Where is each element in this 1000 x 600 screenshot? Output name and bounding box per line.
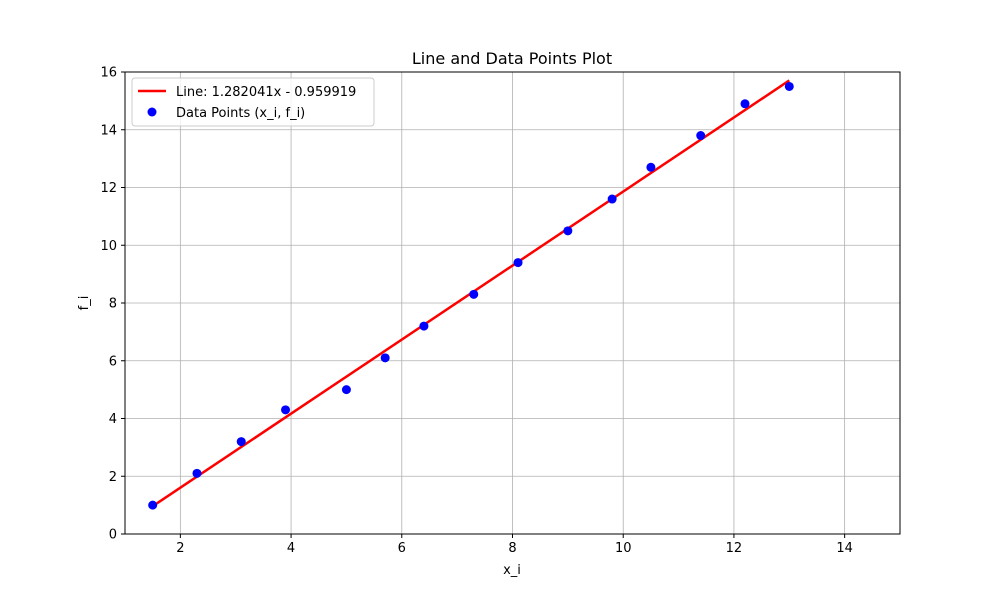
ticks: 2 4 6 8 10 12 14 0 2 4 6 8 10 12 14 16 (100, 66, 852, 557)
y-tick-label: 16 (100, 66, 117, 81)
data-point (646, 162, 656, 172)
data-point (563, 226, 573, 236)
legend-entry-line: Line: 1.282041x - 0.959919 (176, 85, 356, 100)
x-axis-label: x_i (503, 563, 521, 578)
data-point (281, 405, 291, 415)
data-point (419, 321, 429, 331)
data-point (341, 385, 351, 395)
chart-title: Line and Data Points Plot (412, 49, 612, 68)
series-points (148, 81, 794, 510)
data-point (740, 99, 750, 109)
x-tick-label: 6 (398, 541, 406, 556)
data-point (784, 81, 794, 91)
y-tick-label: 14 (100, 123, 117, 138)
plot-frame (124, 71, 901, 535)
x-tick-label: 8 (508, 541, 516, 556)
legend: Line: 1.282041x - 0.959919 Data Points (… (131, 77, 375, 127)
grid (125, 71, 900, 535)
y-tick-label: 0 (109, 528, 117, 543)
data-point (607, 194, 617, 204)
y-tick-label: 10 (100, 239, 117, 254)
y-tick-label: 12 (100, 181, 117, 196)
x-tick-label: 4 (287, 541, 295, 556)
data-point (696, 131, 706, 141)
y-tick-label: 4 (109, 412, 117, 427)
legend-box (131, 77, 375, 127)
x-tick-label: 2 (176, 541, 184, 556)
y-tick-label: 6 (109, 354, 117, 369)
legend-entry-points: Data Points (x_i, f_i) (176, 106, 305, 121)
legend-swatch-points (147, 107, 157, 117)
data-point (513, 258, 523, 268)
x-tick-label: 14 (836, 541, 853, 556)
y-tick-label: 2 (109, 470, 117, 485)
y-axis-label: f_i (77, 296, 92, 311)
data-point (469, 289, 479, 299)
y-tick-label: 8 (109, 297, 117, 312)
x-tick-label: 10 (615, 541, 632, 556)
data-point (380, 353, 390, 363)
x-tick-label: 12 (726, 541, 743, 556)
data-point (148, 500, 158, 510)
data-point (236, 437, 246, 447)
data-point (192, 468, 202, 478)
